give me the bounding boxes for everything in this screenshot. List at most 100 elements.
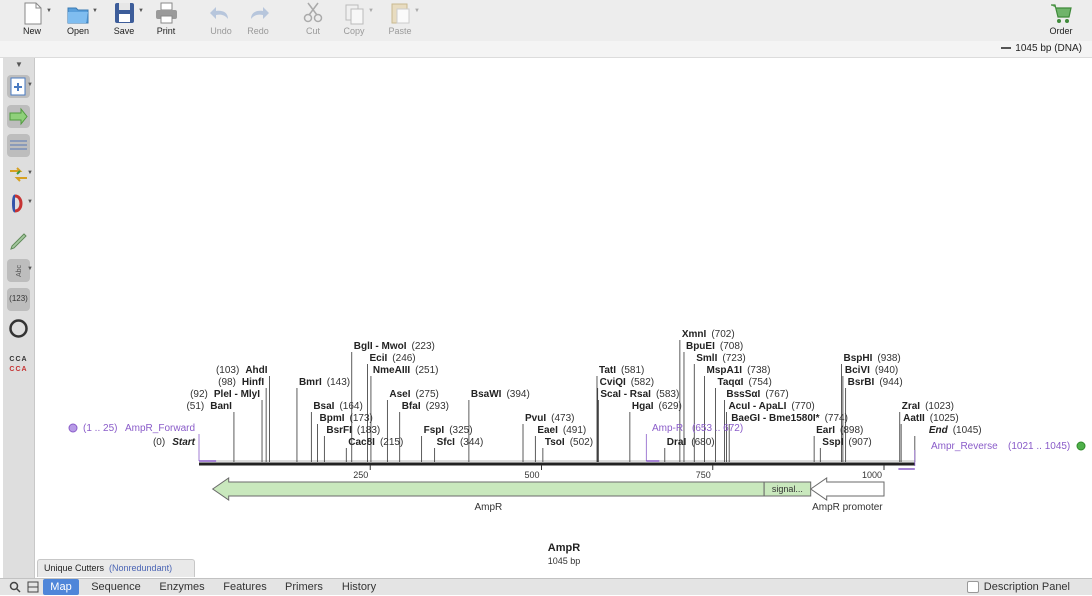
enzyme-site-label[interactable]: ZraI [902, 401, 921, 412]
enzyme-site-label[interactable]: BsaWI [471, 389, 502, 400]
order-button[interactable]: Order [1039, 0, 1083, 41]
enzyme-set-selector[interactable]: Unique Cutters (Nonredundant) [37, 559, 195, 577]
enzyme-site-label[interactable]: BmrI [299, 377, 322, 388]
label-dropdown-icon[interactable]: ▼ [27, 266, 33, 272]
enzyme-site-label[interactable]: BsrFI [326, 425, 352, 436]
enzyme-site-label[interactable]: BpuEI [686, 341, 715, 352]
enzyme-site-label[interactable]: BssSαI [726, 389, 760, 400]
copy-button[interactable]: Copy [332, 0, 376, 41]
enzyme-site-label[interactable]: AatII [903, 413, 925, 424]
enzyme-site-label[interactable]: AhdI [245, 365, 267, 376]
copy-dropdown-icon[interactable]: ▼ [368, 8, 374, 14]
orfs-dropdown-icon[interactable]: ▼ [27, 199, 33, 205]
enzyme-site-label[interactable]: BspHI [844, 353, 873, 364]
bases-toggle-button[interactable]: CCA CCA [9, 356, 28, 373]
primer-forward-bind-icon[interactable] [68, 423, 78, 433]
new-dropdown-icon[interactable]: ▼ [46, 8, 52, 14]
tab-history[interactable]: History [341, 581, 377, 593]
panel-layout-icon[interactable] [27, 581, 39, 593]
feature-signal-[interactable] [763, 481, 812, 497]
description-panel-checkbox[interactable] [966, 581, 979, 594]
enzyme-site-label[interactable]: BciVI [845, 365, 870, 376]
enzyme-position-label: (723) [722, 353, 745, 364]
enzyme-site-label[interactable]: MspA1I [707, 365, 743, 376]
collapse-arrow-icon[interactable]: ▼ [15, 60, 23, 69]
cut-button[interactable]: Cut [291, 0, 335, 41]
tab-enzymes[interactable]: Enzymes [159, 581, 205, 593]
description-panel-toggle[interactable]: Description Panel [966, 581, 1070, 594]
search-icon[interactable] [9, 581, 21, 593]
enzyme-set-dropdown-icon[interactable]: ▼ [27, 82, 33, 88]
enzyme-site-label[interactable]: HgaI [632, 401, 654, 412]
enzyme-site-label[interactable]: TatI [599, 365, 616, 376]
print-button[interactable]: Print [144, 0, 188, 41]
enzyme-site-label[interactable]: AcuI - ApaLI [728, 401, 786, 412]
linear-map-view[interactable]: 250 500 750 1000 (51) BanI (92) PleI - MlyI (98)… [36, 58, 1092, 578]
new-button[interactable]: New [10, 0, 54, 41]
linear-dna-icon [1001, 47, 1012, 50]
tab-map[interactable]: Map [43, 579, 79, 595]
enzyme-site-label[interactable]: HinfI [242, 377, 264, 388]
enzyme-site-label[interactable]: Cac8I [348, 437, 375, 448]
enzyme-position-label: (275) [416, 389, 439, 400]
enzyme-site-label[interactable]: EarI [816, 425, 835, 436]
feature-ampr-promoter[interactable] [809, 477, 885, 501]
enzyme-site-label[interactable]: SmlI [696, 353, 717, 364]
orf-arc-icon [12, 194, 23, 213]
enzyme-site-label[interactable]: NmeAIII [373, 365, 410, 376]
save-dropdown-icon[interactable]: ▼ [138, 8, 144, 14]
primer-name-label[interactable]: Amp-R [652, 423, 683, 434]
tab-sequence[interactable]: Sequence [91, 581, 141, 593]
label-toggle-button[interactable]: Abc [7, 259, 30, 282]
enzyme-site-label[interactable]: BanI [210, 401, 232, 412]
ruler-tick-label: 1000 [862, 470, 882, 480]
enzyme-site-label[interactable]: ScaI - RsaI [600, 389, 651, 400]
enzyme-site-label[interactable]: TaqαI [717, 377, 743, 388]
undo-button[interactable]: Undo [199, 0, 243, 41]
enzyme-site-label[interactable]: BglI - MwoI [354, 341, 407, 352]
primers-toggle-button[interactable] [7, 163, 30, 186]
paste-dropdown-icon[interactable]: ▼ [414, 8, 420, 14]
circular-view-button[interactable] [7, 317, 30, 340]
enzyme-site-label[interactable]: SspI [822, 437, 843, 448]
enzyme-site-label[interactable]: EciI [370, 353, 388, 364]
enzyme-site-label[interactable]: AseI [389, 389, 410, 400]
orfs-toggle-button[interactable] [7, 192, 30, 215]
redo-button[interactable]: Redo [236, 0, 280, 41]
save-button[interactable]: Save [102, 0, 146, 41]
sequence-map-canvas[interactable]: 250 500 750 1000 (51) BanI(92) PleI - MlyI(98)… [36, 58, 1092, 538]
enzyme-position-label: (215) [380, 437, 403, 448]
sequence-info-bar: 1045 bp (DNA) [0, 41, 1092, 58]
enzyme-set-button[interactable] [7, 75, 30, 98]
enzyme-site-label[interactable]: BsaI [313, 401, 334, 412]
paste-button[interactable]: Paste [378, 0, 422, 41]
enzyme-site-label[interactable]: BsrBI [848, 377, 875, 388]
primer-reverse-bind-icon[interactable] [1076, 441, 1086, 451]
enzyme-site-label[interactable]: CviQI [600, 377, 626, 388]
enzyme-site-label[interactable]: FspI [424, 425, 445, 436]
enzyme-site-label[interactable]: BfaI [402, 401, 421, 412]
enzyme-site-label[interactable]: XmnI [682, 329, 707, 340]
numbers-toggle-button[interactable]: (123) [7, 288, 30, 311]
tab-features[interactable]: Features [223, 581, 267, 593]
translations-toggle-button[interactable] [7, 134, 30, 157]
open-button[interactable]: Open [56, 0, 100, 41]
pencil-tool-button[interactable] [7, 230, 30, 253]
enzyme-site-label[interactable]: BpmI [320, 413, 345, 424]
enzyme-site-label[interactable]: TsoI [545, 437, 565, 448]
feature-ampr[interactable] [211, 477, 765, 501]
features-toggle-button[interactable] [7, 105, 30, 128]
enzyme-site-label[interactable]: EaeI [537, 425, 558, 436]
map-tools-strip: ▼ ▼ ▼ ▼ Abc ▼ (123) CCA CCA [3, 58, 35, 594]
enzyme-position-label: (164) [339, 401, 362, 412]
enzyme-site-label[interactable]: DraI [667, 437, 687, 448]
tab-primers[interactable]: Primers [285, 581, 323, 593]
enzyme-site-label[interactable]: PleI - MlyI [214, 389, 260, 400]
primer-name-label[interactable]: Ampr_Reverse [931, 441, 998, 452]
enzyme-site-label[interactable]: BaeGI - Bme1580I* [731, 413, 819, 424]
primers-dropdown-icon[interactable]: ▼ [27, 170, 33, 176]
enzyme-site-label[interactable]: PvuI [525, 413, 546, 424]
primer-name-label[interactable]: AmpR_Forward [125, 423, 195, 434]
open-dropdown-icon[interactable]: ▼ [92, 8, 98, 14]
enzyme-site-label[interactable]: SfcI [437, 437, 456, 448]
